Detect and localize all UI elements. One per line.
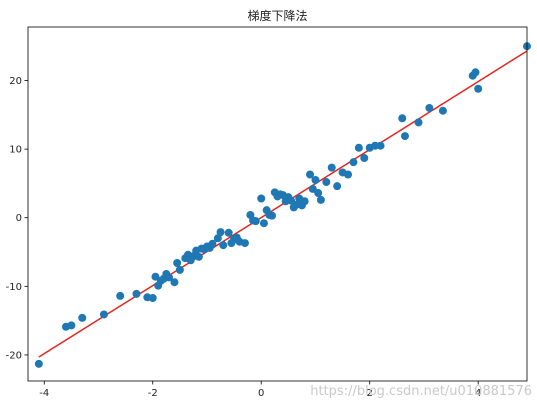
data-point	[170, 278, 179, 287]
data-point	[314, 189, 323, 198]
y-tick-label: 10	[9, 145, 22, 156]
x-tick-label: 4	[475, 388, 481, 399]
data-point	[251, 217, 260, 226]
plot-frame	[27, 26, 528, 382]
data-point	[425, 103, 434, 112]
y-tick-label: 20	[9, 76, 22, 87]
data-point	[259, 219, 268, 228]
data-point	[240, 239, 249, 248]
data-point	[175, 265, 184, 274]
data-point	[349, 158, 358, 167]
x-tick-label: 2	[367, 388, 373, 399]
data-point	[308, 184, 317, 193]
data-point	[224, 228, 233, 237]
data-point	[78, 313, 87, 322]
data-point	[257, 194, 266, 203]
x-tick-label: -2	[148, 388, 158, 399]
y-axis-ticks: -20 -10 0 10 20	[6, 76, 28, 361]
data-point	[216, 228, 225, 237]
data-point	[34, 359, 43, 368]
y-tick-label: -20	[6, 350, 22, 361]
y-tick-label: -10	[6, 282, 22, 293]
data-point	[165, 273, 174, 282]
data-point	[116, 291, 125, 300]
data-point	[316, 195, 325, 204]
data-point	[333, 182, 342, 191]
data-point	[474, 84, 483, 93]
chart-title: 梯度下降法	[247, 8, 307, 23]
data-point	[132, 289, 141, 298]
data-point	[268, 211, 277, 220]
data-point	[148, 293, 157, 302]
data-point	[219, 241, 228, 250]
data-point	[414, 118, 423, 127]
data-point	[306, 170, 315, 179]
x-axis-ticks: -4 -2 0 2 4	[39, 381, 481, 399]
y-tick-label: 0	[16, 213, 22, 224]
data-point	[194, 252, 203, 261]
x-tick-label: -4	[39, 388, 49, 399]
data-point	[398, 114, 407, 123]
data-point	[376, 141, 385, 150]
data-point	[438, 106, 447, 115]
data-point	[322, 178, 331, 187]
data-point	[173, 259, 182, 267]
data-point	[99, 310, 108, 319]
data-point	[327, 163, 336, 172]
data-point	[471, 68, 480, 77]
x-tick-label: 0	[258, 388, 264, 399]
data-point	[400, 132, 409, 141]
data-point	[311, 175, 320, 184]
data-point	[213, 234, 222, 243]
data-point	[344, 170, 353, 179]
data-point	[287, 196, 296, 205]
data-point	[300, 197, 309, 206]
watermark-text: https://blog.csdn.net/u010881576	[310, 384, 532, 399]
data-point	[354, 143, 363, 152]
data-point	[360, 154, 369, 163]
data-point	[67, 321, 76, 330]
data-points-layer	[34, 42, 531, 368]
data-point	[208, 239, 217, 248]
data-point	[151, 272, 160, 281]
